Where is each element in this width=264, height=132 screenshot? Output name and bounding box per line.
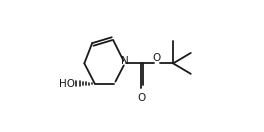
Text: HO: HO [59, 79, 75, 89]
Text: N: N [121, 56, 129, 66]
Text: O: O [153, 53, 161, 63]
Text: O: O [137, 93, 145, 103]
